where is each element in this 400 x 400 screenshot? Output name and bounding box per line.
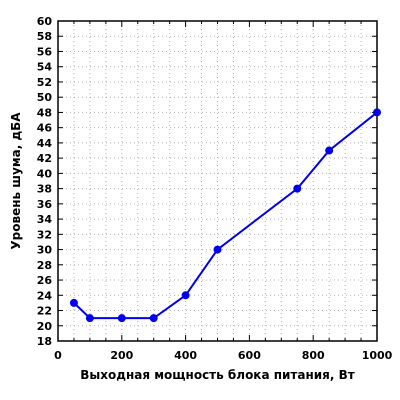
tick-labels: 18 20 22 24 26 28 30 32 34 36 38 40 42 44 46 48 50 52 54 56… bbox=[37, 15, 393, 362]
y-tick-label: 28 bbox=[37, 259, 52, 272]
y-tick-label: 18 bbox=[37, 335, 52, 348]
data-point bbox=[69, 298, 78, 307]
y-tick-label: 40 bbox=[37, 167, 53, 180]
data-point bbox=[325, 146, 334, 155]
y-tick-label: 42 bbox=[37, 152, 52, 165]
y-tick-label: 50 bbox=[37, 91, 53, 104]
y-tick-label: 48 bbox=[37, 106, 52, 119]
y-tick-label: 24 bbox=[37, 289, 53, 302]
x-tick-label: 200 bbox=[110, 349, 133, 362]
x-tick-label: 600 bbox=[238, 349, 261, 362]
y-tick-label: 32 bbox=[37, 228, 52, 241]
y-tick-label: 34 bbox=[37, 213, 53, 226]
y-tick-label: 46 bbox=[37, 122, 53, 135]
grid bbox=[58, 21, 377, 341]
y-axis-title: Уровень шума, дБА bbox=[9, 112, 23, 250]
y-tick-label: 52 bbox=[37, 76, 52, 89]
series-layer bbox=[69, 108, 381, 323]
data-point bbox=[293, 184, 302, 193]
x-tick-label: 1000 bbox=[362, 349, 393, 362]
y-tick-label: 54 bbox=[37, 61, 53, 74]
x-axis-title: Выходная мощность блока питания, Вт bbox=[80, 368, 355, 382]
series-line bbox=[73, 111, 378, 320]
y-tick-label: 36 bbox=[37, 198, 53, 211]
x-tick-label: 800 bbox=[302, 349, 325, 362]
y-tick-label: 22 bbox=[37, 305, 52, 318]
y-tick-label: 56 bbox=[37, 45, 53, 58]
y-tick-label: 58 bbox=[37, 30, 52, 43]
y-tick-label: 60 bbox=[37, 15, 53, 28]
x-tick-label: 0 bbox=[54, 349, 62, 362]
y-tick-label: 26 bbox=[37, 274, 53, 287]
y-tick-label: 30 bbox=[37, 244, 53, 257]
x-tick-label: 400 bbox=[174, 349, 197, 362]
y-tick-label: 38 bbox=[37, 183, 52, 196]
y-tick-label: 44 bbox=[37, 137, 53, 150]
data-point bbox=[149, 314, 158, 323]
y-tick-label: 20 bbox=[37, 320, 53, 333]
data-point bbox=[213, 245, 222, 254]
data-point bbox=[373, 108, 381, 117]
data-point bbox=[117, 314, 126, 323]
data-point bbox=[85, 314, 94, 323]
data-point bbox=[181, 291, 190, 300]
